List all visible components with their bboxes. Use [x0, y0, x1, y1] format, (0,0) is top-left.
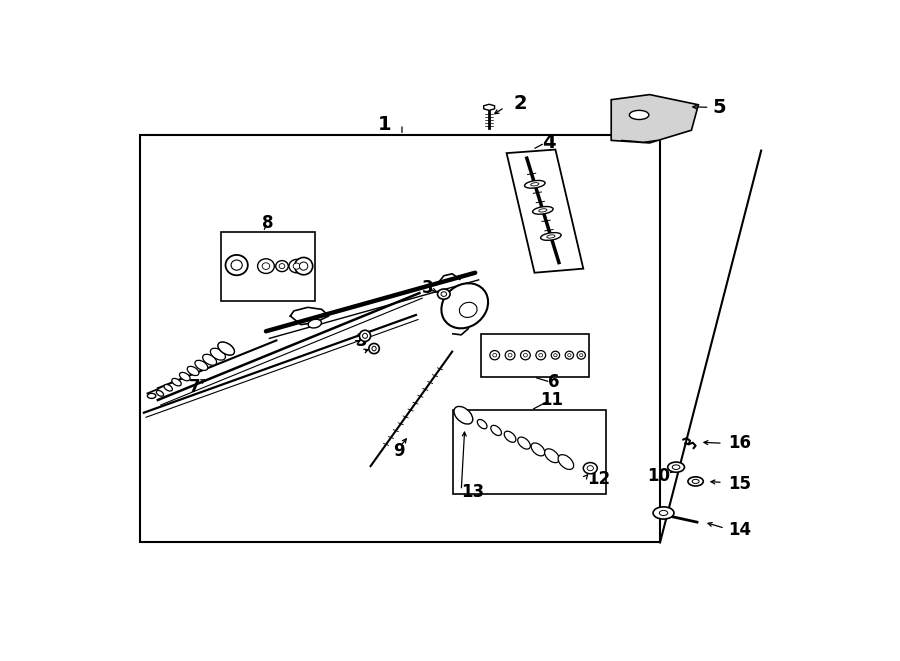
Ellipse shape	[172, 379, 181, 386]
Ellipse shape	[692, 479, 699, 483]
Ellipse shape	[558, 455, 573, 469]
Ellipse shape	[369, 344, 379, 354]
Ellipse shape	[518, 437, 530, 449]
Text: 8: 8	[262, 214, 273, 232]
Ellipse shape	[211, 348, 225, 360]
Ellipse shape	[524, 354, 527, 357]
Ellipse shape	[660, 510, 668, 516]
Ellipse shape	[477, 420, 487, 429]
Bar	[220, 232, 315, 301]
Bar	[481, 334, 589, 377]
Ellipse shape	[372, 346, 376, 351]
Ellipse shape	[491, 425, 501, 436]
Text: 12: 12	[587, 470, 610, 488]
Text: 3: 3	[422, 279, 434, 297]
Ellipse shape	[544, 449, 559, 463]
Ellipse shape	[531, 443, 544, 456]
Ellipse shape	[464, 414, 472, 422]
Ellipse shape	[539, 354, 543, 357]
Ellipse shape	[275, 260, 288, 272]
Ellipse shape	[551, 351, 560, 359]
Text: 5: 5	[713, 98, 726, 117]
Ellipse shape	[308, 319, 321, 328]
Ellipse shape	[577, 351, 585, 359]
Ellipse shape	[533, 206, 554, 214]
Bar	[453, 410, 607, 494]
Text: 6: 6	[547, 373, 559, 391]
Ellipse shape	[187, 366, 199, 375]
Ellipse shape	[363, 333, 367, 338]
Ellipse shape	[293, 263, 300, 269]
Ellipse shape	[226, 255, 248, 275]
Ellipse shape	[195, 360, 208, 370]
Text: 15: 15	[728, 475, 751, 493]
Ellipse shape	[262, 263, 270, 270]
Ellipse shape	[231, 260, 242, 270]
Ellipse shape	[459, 302, 477, 317]
Text: 3: 3	[356, 332, 367, 350]
Ellipse shape	[493, 354, 497, 357]
Ellipse shape	[539, 209, 547, 212]
Ellipse shape	[294, 257, 312, 275]
Text: 16: 16	[728, 434, 751, 452]
Ellipse shape	[289, 259, 304, 273]
Ellipse shape	[504, 431, 516, 442]
Text: 10: 10	[647, 467, 670, 485]
Polygon shape	[507, 149, 583, 273]
Text: 2: 2	[514, 95, 527, 113]
Ellipse shape	[202, 354, 217, 366]
Text: 4: 4	[542, 134, 555, 153]
Ellipse shape	[554, 354, 557, 357]
Ellipse shape	[629, 110, 649, 120]
Ellipse shape	[359, 330, 371, 342]
Ellipse shape	[437, 289, 450, 299]
Ellipse shape	[179, 372, 190, 381]
Polygon shape	[483, 104, 495, 110]
Ellipse shape	[164, 385, 173, 391]
Ellipse shape	[157, 391, 164, 396]
Ellipse shape	[441, 284, 488, 329]
Ellipse shape	[580, 354, 583, 357]
Ellipse shape	[520, 350, 530, 360]
Ellipse shape	[300, 262, 308, 270]
Ellipse shape	[568, 354, 571, 357]
Ellipse shape	[688, 477, 703, 486]
Text: 11: 11	[540, 391, 563, 409]
Ellipse shape	[257, 259, 274, 274]
Ellipse shape	[218, 342, 235, 355]
Ellipse shape	[668, 462, 685, 472]
Text: 1: 1	[378, 114, 392, 134]
Text: 7: 7	[189, 378, 201, 396]
Ellipse shape	[565, 351, 573, 359]
Ellipse shape	[505, 350, 515, 360]
Ellipse shape	[454, 407, 473, 424]
Text: 14: 14	[728, 521, 751, 539]
Ellipse shape	[653, 507, 674, 519]
Ellipse shape	[541, 233, 561, 241]
Ellipse shape	[490, 350, 500, 360]
Ellipse shape	[148, 393, 156, 399]
Ellipse shape	[672, 465, 680, 469]
Text: 9: 9	[392, 442, 404, 460]
Ellipse shape	[547, 235, 555, 238]
Bar	[140, 136, 660, 543]
Polygon shape	[611, 95, 698, 143]
Text: 13: 13	[461, 483, 484, 500]
Ellipse shape	[587, 465, 593, 471]
Ellipse shape	[525, 180, 545, 188]
Ellipse shape	[536, 350, 545, 360]
Ellipse shape	[583, 463, 598, 474]
Ellipse shape	[218, 342, 234, 355]
Ellipse shape	[508, 354, 512, 357]
Ellipse shape	[279, 264, 284, 268]
Ellipse shape	[441, 292, 446, 296]
Ellipse shape	[531, 182, 539, 186]
